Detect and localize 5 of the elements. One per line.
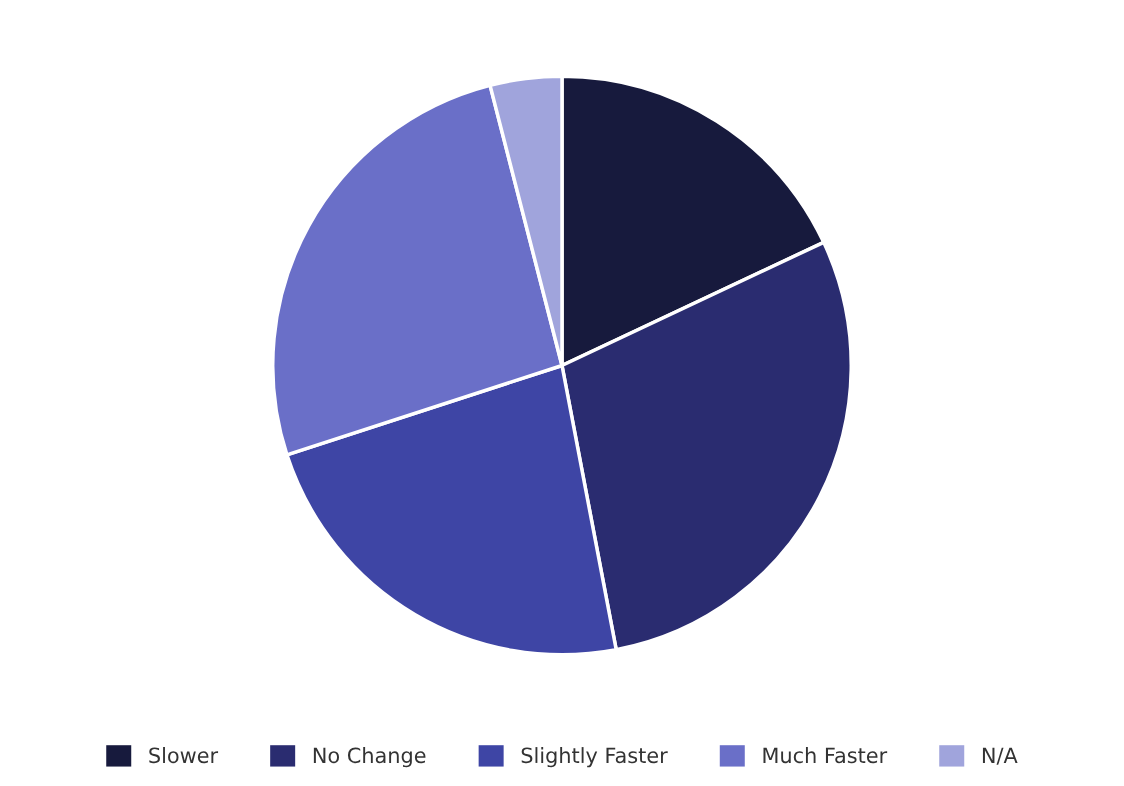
legend-label: No Change bbox=[313, 747, 426, 768]
legend-label: Slightly Faster bbox=[521, 747, 668, 768]
legend-label: Much Faster bbox=[763, 747, 888, 764]
legend-label: Slower bbox=[149, 747, 219, 764]
legend-label: N/A bbox=[982, 747, 1018, 765]
